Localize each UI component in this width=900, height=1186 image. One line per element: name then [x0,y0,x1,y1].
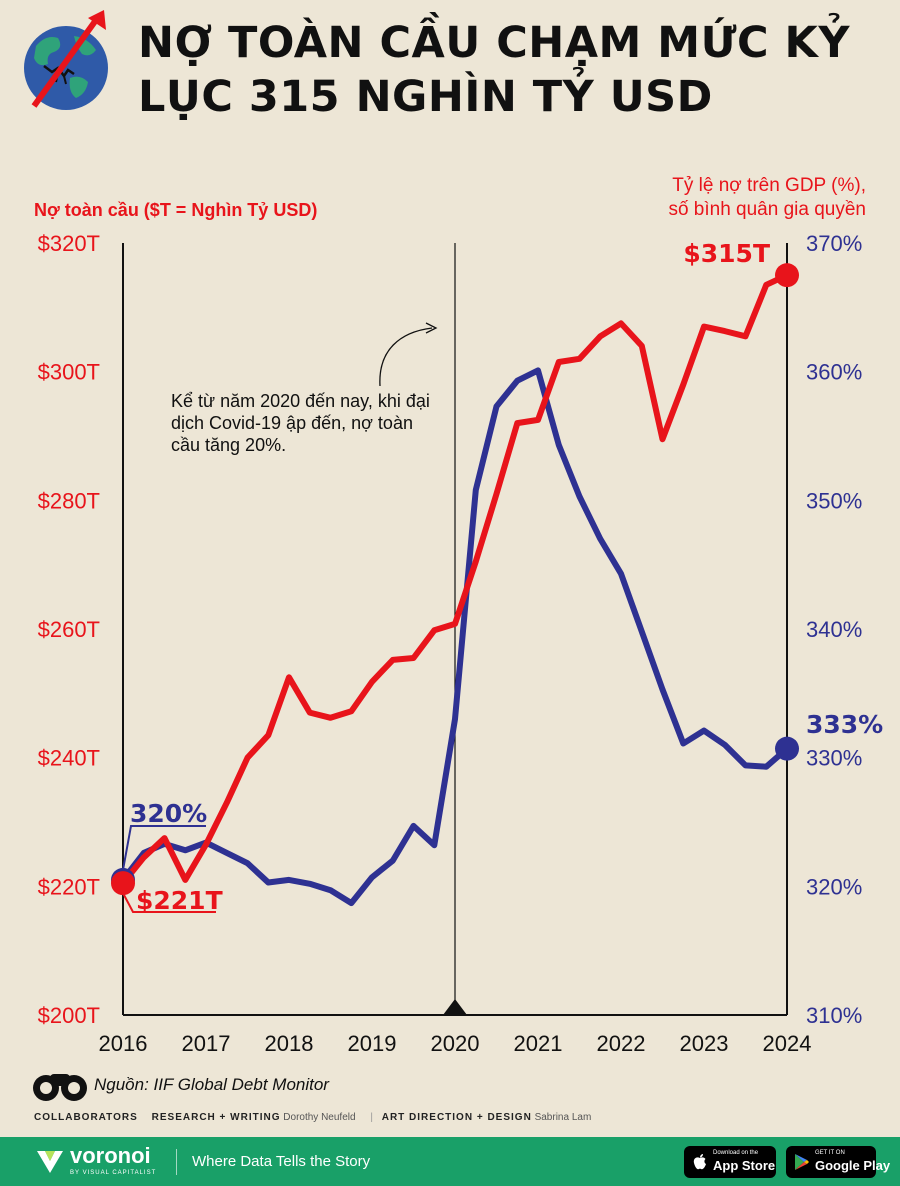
annotation-arrowhead [425,322,438,334]
global-debt-end-point [775,263,799,288]
app-store-button[interactable]: Download on the App Store [684,1146,776,1178]
left-tick-label: $280T [38,488,100,513]
left-tick-label: $300T [38,360,100,385]
x-tick-label: 2021 [514,1031,563,1056]
end-gdp-callout: 333% [806,710,883,739]
right-tick-label: 350% [806,488,862,513]
google-play-big-text: Google Play [815,1158,891,1173]
right-tick-label: 370% [806,231,862,256]
x-tick-label: 2016 [99,1031,148,1056]
apple-icon [693,1154,706,1170]
right-tick-label: 360% [806,360,862,385]
brand-name[interactable]: voronoi [70,1143,151,1168]
debt-chart: $320T $300T $280T $260T $240T $220T $200T 370% 3… [38,231,884,1056]
right-axis-label: Tỷ lệ nợ trên GDP (%), số bình quân gia … [668,174,866,222]
debt-to-gdp-line [120,367,790,907]
footer-divider [176,1149,177,1175]
collaborators: COLLABORATORS RESEARCH + WRITING Dorothy… [34,1112,597,1123]
x-tick-label: 2022 [597,1031,646,1056]
x-tick-label: 2023 [680,1031,729,1056]
annotation-arrow [379,327,433,387]
left-tick-label: $220T [38,874,100,899]
right-tick-label: 340% [806,617,862,642]
left-axis-label: Nợ toàn cầu ($T = Nghìn Tỷ USD) [34,200,318,220]
tagline: Where Data Tells the Story [192,1153,371,1170]
voronoi-logo-icon[interactable] [34,1145,66,1177]
start-debt-callout: $221T [136,886,223,915]
right-tick-label: 310% [806,1003,862,1028]
source-row: Nguồn: IIF Global Debt Monitor [32,1068,329,1104]
x-tick-label: 2017 [182,1031,231,1056]
left-tick-label: $260T [38,617,100,642]
x-tick-label: 2024 [763,1031,812,1056]
debt-to-gdp-end-point [775,736,799,761]
start-gdp-callout-line [122,825,206,871]
google-play-small-text: GET IT ON [815,1150,845,1156]
year-2020-marker-triangle [443,999,467,1015]
start-debt-callout-line [122,892,216,913]
left-tick-label: $240T [38,746,100,771]
globe-arrow-icon [24,10,108,110]
footer-bar: voronoi BY VISUAL CAPITALIST Where Data … [0,1137,900,1186]
x-tick-label: 2020 [431,1031,480,1056]
collaborators-heading: COLLABORATORS [34,1112,138,1123]
start-gdp-callout: 320% [130,799,207,828]
google-play-button[interactable]: GET IT ON Google Play [786,1146,890,1178]
binoculars-icon [33,1074,87,1101]
title-line-1: NỢ TOÀN CẦU CHẠM MỨC KỶ [138,18,850,68]
collaborator-role-2: ART DIRECTION + DESIGN [381,1112,532,1123]
left-tick-label: $200T [38,1003,100,1028]
right-axis-label-line-1: Tỷ lệ nợ trên GDP (%), [672,175,866,196]
right-axis-label-line-2: số bình quân gia quyền [668,199,866,220]
x-tick-label: 2018 [265,1031,314,1056]
title-line-2: LỤC 315 NGHÌN TỶ USD [138,72,713,122]
right-tick-label: 320% [806,874,862,899]
google-play-icon [795,1154,809,1170]
collaborator-separator: | [370,1112,373,1123]
right-tick-label: 330% [806,746,862,771]
app-store-big-text: App Store [713,1158,776,1173]
collaborator-role-1: RESEARCH + WRITING [151,1112,281,1123]
app-store-small-text: Download on the [713,1150,759,1156]
left-tick-label: $320T [38,231,100,256]
x-tick-label: 2019 [348,1031,397,1056]
brand-subtitle: BY VISUAL CAPITALIST [70,1170,157,1176]
annotation-text: Kể từ năm 2020 đến nay, khi đại dịch Cov… [171,391,430,455]
end-debt-callout: $315T [683,239,770,268]
collaborator-name-2: Sabrina Lam [534,1112,592,1123]
source-text: Nguồn: IIF Global Debt Monitor [94,1075,329,1094]
global-debt-start-point [111,871,135,896]
page-title: NỢ TOÀN CẦU CHẠM MỨC KỶ LỤC 315 NGHÌN TỶ… [138,16,878,124]
global-debt-line [120,272,790,887]
collaborator-name-1: Dorothy Neufeld [283,1112,356,1123]
